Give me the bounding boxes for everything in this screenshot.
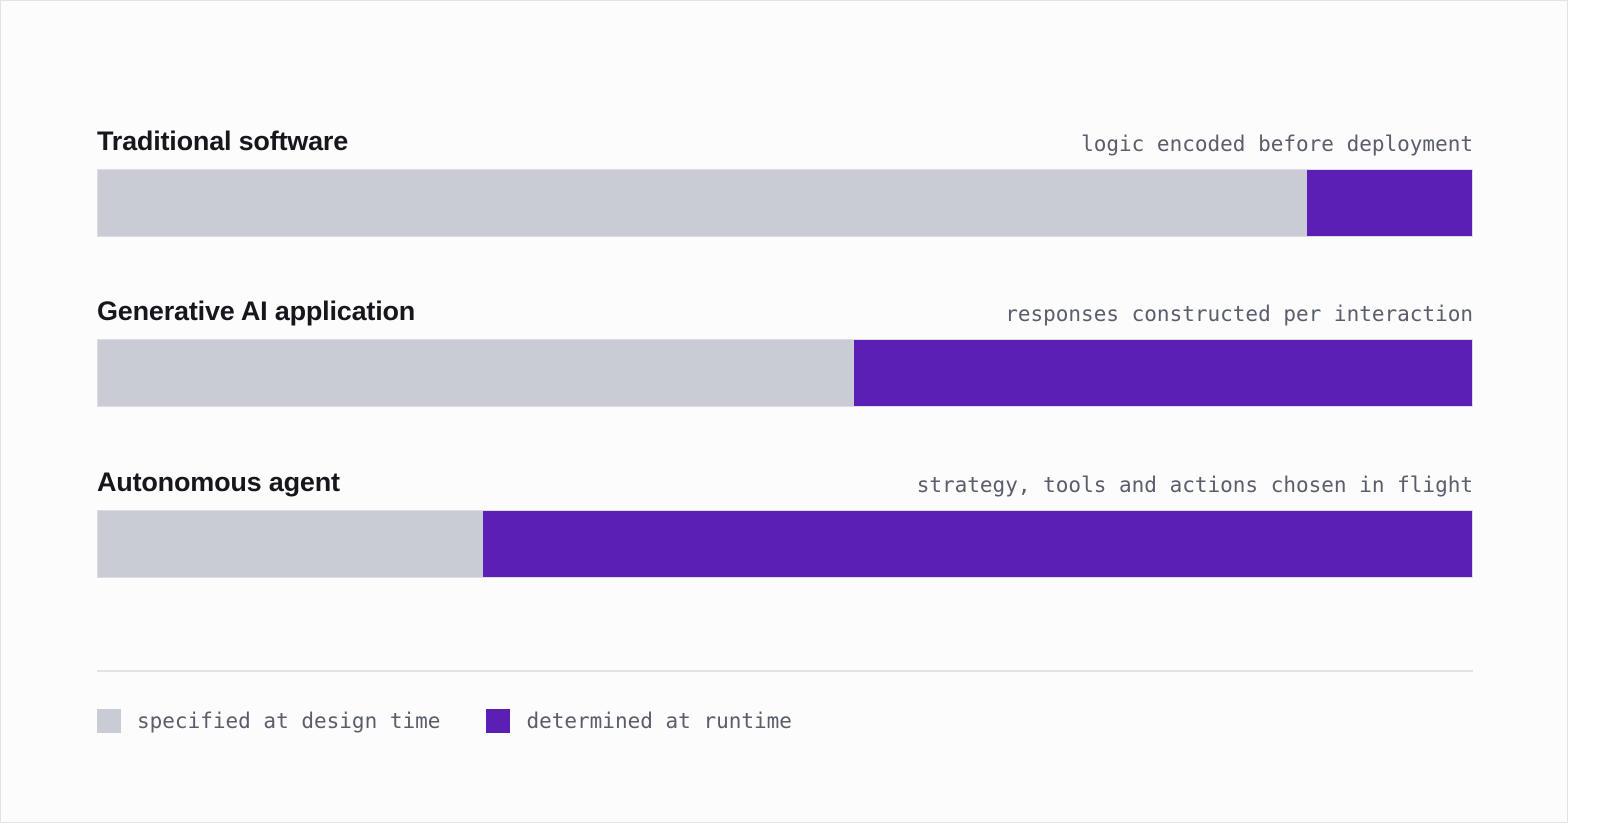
bar-segment-design-time: [98, 340, 854, 406]
chart-row: Autonomous agent strategy, tools and acti…: [97, 464, 1473, 578]
legend-item: determined at runtime: [486, 709, 792, 733]
category-annotation: responses constructed per interaction: [1005, 302, 1473, 326]
bar-segment-design-time: [98, 511, 483, 577]
legend: specified at design time determined at ru…: [97, 709, 838, 733]
row-header: Generative AI application responses const…: [97, 293, 1473, 339]
stacked-bar: [97, 339, 1473, 407]
bar-segment-runtime: [483, 511, 1472, 577]
bar-segment-runtime: [1307, 170, 1472, 236]
stacked-bar: [97, 510, 1473, 578]
legend-label: determined at runtime: [526, 708, 792, 733]
category-label: Generative AI application: [97, 296, 416, 326]
category-label: Traditional software: [97, 126, 349, 156]
legend-divider: [97, 670, 1473, 672]
bar-segment-runtime: [854, 340, 1472, 406]
category-annotation: strategy, tools and actions chosen in fl…: [916, 473, 1473, 497]
chart-row: Generative AI application responses const…: [97, 293, 1473, 407]
legend-swatch: [486, 709, 511, 733]
category-annotation: logic encoded before deployment: [1081, 132, 1473, 156]
legend-swatch: [97, 709, 121, 733]
legend-item: specified at design time: [97, 709, 440, 733]
legend-label: specified at design time: [137, 708, 441, 733]
chart-frame: Traditional software logic encoded before…: [0, 0, 1568, 823]
bar-segment-design-time: [98, 170, 1307, 236]
row-header: Autonomous agent strategy, tools and acti…: [97, 464, 1473, 510]
row-header: Traditional software logic encoded before…: [97, 123, 1473, 169]
category-label: Autonomous agent: [97, 467, 340, 497]
stacked-bar: [97, 169, 1473, 237]
chart-row: Traditional software logic encoded before…: [97, 123, 1473, 237]
